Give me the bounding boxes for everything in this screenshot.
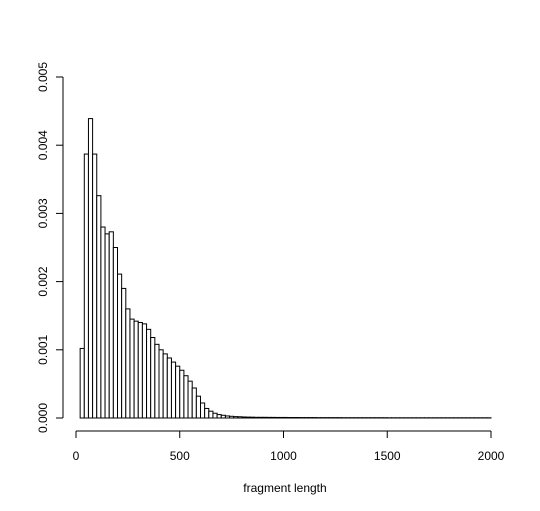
histogram-bar (216, 414, 222, 419)
y-tick-label: 0.004 (36, 130, 50, 160)
histogram-bar (154, 343, 160, 419)
histogram-bar (253, 416, 260, 419)
histogram-bar (129, 318, 135, 419)
histogram-bar (100, 226, 106, 419)
histogram-bar (262, 416, 268, 419)
histogram-bar (104, 233, 110, 419)
histogram-bar (175, 365, 181, 419)
histogram-bar (162, 353, 168, 419)
x-tick-label: 0 (73, 449, 80, 463)
histogram-bar (141, 323, 148, 419)
y-tick-label: 0.000 (36, 403, 50, 433)
histogram-bar (108, 231, 114, 419)
histogram-bar (146, 328, 152, 419)
histogram-bar (117, 273, 123, 419)
histogram-bar (249, 416, 255, 419)
histogram-bar (258, 416, 264, 419)
histogram-bar (212, 412, 218, 419)
x-axis: 0 500 1000 1500 2000 (73, 430, 505, 463)
histogram-bar (266, 416, 272, 419)
histogram-bar (150, 337, 156, 419)
y-tick-label: 0.005 (36, 62, 50, 92)
x-tick-label: 2000 (478, 449, 505, 463)
y-tick-label: 0.002 (36, 266, 50, 296)
histogram-bar (200, 402, 206, 419)
histogram-bar (187, 380, 193, 419)
histogram-bar (137, 322, 143, 419)
y-tick-label: 0.003 (36, 198, 50, 228)
histogram-bar (220, 414, 226, 419)
histogram-bar (270, 416, 276, 419)
histogram-bar (158, 349, 164, 419)
histogram-bar (183, 375, 189, 419)
histogram-bar (233, 416, 239, 419)
histogram-bar (195, 395, 202, 419)
histogram-bar (237, 416, 243, 419)
histogram-bar (208, 410, 214, 419)
histogram-bar (241, 416, 247, 419)
histogram-bar (204, 407, 210, 419)
histogram-bar (191, 387, 197, 419)
histogram-bar (83, 153, 89, 419)
histogram-bar (179, 369, 185, 419)
histogram-bars (79, 118, 492, 419)
histogram-bar (283, 416, 289, 419)
x-tick-label: 1000 (270, 449, 297, 463)
histogram-bar (166, 357, 172, 419)
histogram-bar (112, 247, 118, 419)
histogram-bar (125, 308, 131, 419)
histogram-bar (121, 287, 127, 419)
histogram-bar (274, 416, 280, 419)
histogram-bar (133, 320, 139, 419)
x-axis-title: fragment length (243, 481, 326, 495)
histogram-bar (170, 361, 177, 419)
histogram-bar (224, 415, 231, 419)
x-tick-label: 1500 (374, 449, 401, 463)
histogram-bar (278, 416, 285, 419)
histogram-bar (229, 415, 235, 419)
y-axis: 0.000 0.001 0.002 0.003 0.004 0.005 (36, 62, 64, 433)
histogram-bar (245, 416, 251, 419)
x-tick-label: 500 (170, 449, 190, 463)
histogram-bar (87, 118, 94, 419)
histogram-bar (96, 195, 102, 419)
y-tick-label: 0.001 (36, 334, 50, 364)
histogram-bar (92, 153, 98, 419)
histogram-bar (79, 347, 85, 419)
